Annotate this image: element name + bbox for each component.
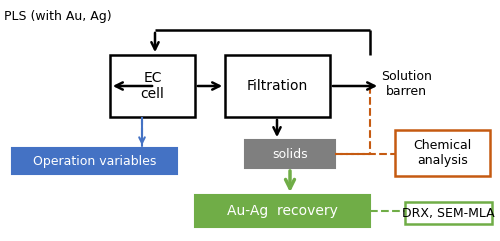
Text: Solution
barren: Solution barren <box>381 70 432 98</box>
Text: Chemical
analysis: Chemical analysis <box>414 139 472 167</box>
Bar <box>395 130 490 176</box>
Bar <box>225 55 330 117</box>
Bar <box>195 195 370 227</box>
Bar <box>245 140 335 168</box>
Text: EC
cell: EC cell <box>140 71 164 101</box>
Text: Filtration: Filtration <box>247 79 308 93</box>
Text: DRX, SEM-MLA: DRX, SEM-MLA <box>402 207 495 220</box>
Text: Au-Ag  recovery: Au-Ag recovery <box>227 204 338 218</box>
Text: Operation variables: Operation variables <box>33 154 156 167</box>
Bar <box>405 202 492 224</box>
Bar <box>12 148 177 174</box>
Text: PLS (with Au, Ag): PLS (with Au, Ag) <box>4 10 112 23</box>
Bar <box>110 55 195 117</box>
Text: solids: solids <box>272 147 308 161</box>
